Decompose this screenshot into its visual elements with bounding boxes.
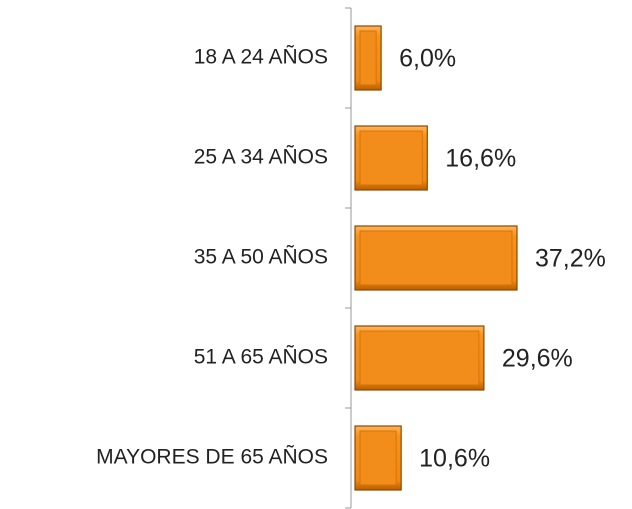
value-label: 37,2% (535, 245, 606, 273)
value-label: 16,6% (445, 145, 516, 173)
bar (354, 225, 518, 291)
category-label: 35 A 50 AÑOS (194, 245, 328, 269)
bar (354, 125, 428, 191)
value-label: 6,0% (399, 45, 456, 73)
category-label: 18 A 24 AÑOS (194, 45, 328, 69)
bar (354, 325, 485, 391)
category-label: MAYORES DE 65 AÑOS (96, 445, 328, 469)
bar (354, 25, 382, 91)
category-label: 51 A 65 AÑOS (194, 345, 328, 369)
bar (354, 425, 402, 491)
category-label: 25 A 34 AÑOS (194, 145, 328, 169)
value-label: 29,6% (502, 345, 573, 373)
value-label: 10,6% (419, 445, 490, 473)
